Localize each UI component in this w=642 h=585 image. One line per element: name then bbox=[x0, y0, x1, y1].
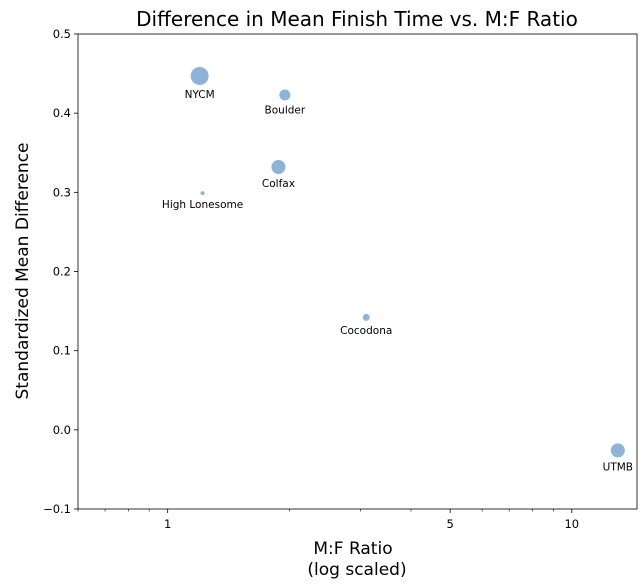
y-tick-label: 0.3 bbox=[53, 185, 71, 199]
scatter-point bbox=[610, 443, 625, 458]
point-label: Colfax bbox=[262, 178, 295, 190]
y-tick-label: −0.1 bbox=[43, 502, 71, 516]
scatter-point bbox=[362, 313, 370, 321]
point-label: Cocodona bbox=[340, 325, 392, 337]
point-label: NYCM bbox=[185, 89, 215, 101]
point-label: UTMB bbox=[603, 461, 633, 473]
point-label: High Lonesome bbox=[162, 199, 243, 211]
x-tick-label: 10 bbox=[564, 517, 579, 531]
x-axis-label-line2: (log scaled) bbox=[307, 560, 406, 580]
scatter-point bbox=[279, 89, 291, 101]
scatter-point bbox=[271, 160, 286, 174]
scatter-point bbox=[200, 191, 205, 196]
y-tick-label: 0.4 bbox=[53, 106, 71, 120]
chart-title: Difference in Mean Finish Time vs. M:F R… bbox=[136, 7, 578, 31]
y-tick-label: 0.1 bbox=[53, 344, 71, 358]
point-label: Boulder bbox=[265, 104, 306, 116]
plot-frame bbox=[77, 33, 638, 510]
scatter-point bbox=[190, 66, 209, 85]
y-axis-ticks: 0.5 0.4 0.3 0.2 0.1 0.0 −0.1 bbox=[43, 27, 78, 516]
y-axis-label: Standardized Mean Difference bbox=[13, 142, 33, 399]
data-points: NYCM Boulder Colfax High Lonesome Cocodona UT… bbox=[162, 66, 633, 473]
x-axis-ticks: 1 5 10 bbox=[77, 509, 579, 531]
x-tick-label: 5 bbox=[446, 517, 453, 531]
x-axis-label-line1: M:F Ratio bbox=[313, 539, 392, 559]
y-tick-label: 0.2 bbox=[53, 265, 71, 279]
x-tick-label: 1 bbox=[164, 517, 171, 531]
y-tick-label: 0.0 bbox=[53, 423, 71, 437]
y-tick-label: 0.5 bbox=[53, 27, 71, 41]
